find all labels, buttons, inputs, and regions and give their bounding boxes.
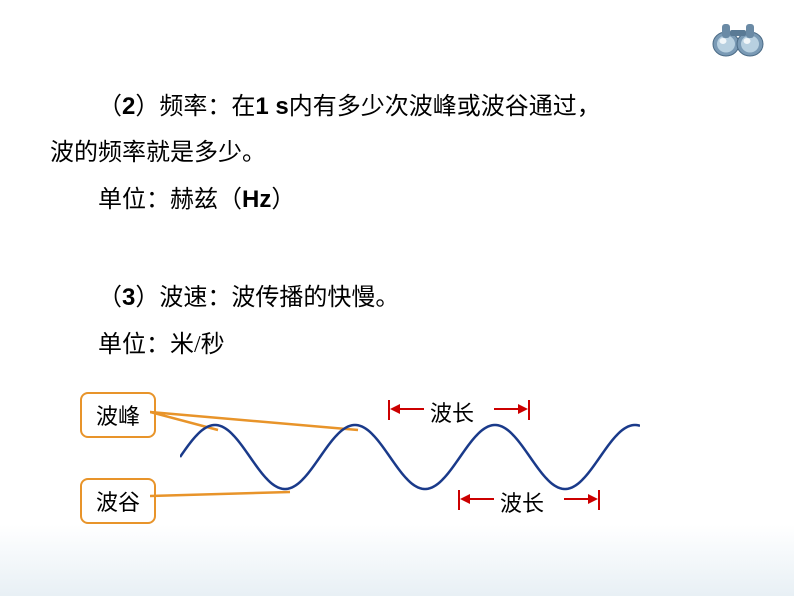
para2-text: （2）频率：在1 s内有多少次波峰或波谷通过， (98, 94, 601, 120)
wavelength-label-top: 波长 (430, 396, 474, 428)
para-speed-1: （3）波速：波传播的快慢。 (50, 279, 744, 317)
content-area: （2）频率：在1 s内有多少次波峰或波谷通过， 波的频率就是多少。 单位：赫兹（… (0, 0, 794, 562)
para-frequency-1: （2）频率：在1 s内有多少次波峰或波谷通过， (50, 88, 744, 126)
binoculars-icon (710, 18, 766, 63)
crest-label: 波峰 (80, 392, 156, 438)
para-frequency-2: 波的频率就是多少。 (50, 134, 744, 172)
wave-diagram: 波峰 波谷 波长 (50, 392, 744, 562)
wave-curve (180, 402, 640, 527)
para-frequency-unit: 单位：赫兹（Hz） (50, 181, 744, 219)
para-speed-unit: 单位：米/秒 (50, 326, 744, 364)
wavelength-label-bottom: 波长 (500, 486, 544, 518)
trough-label: 波谷 (80, 478, 156, 524)
